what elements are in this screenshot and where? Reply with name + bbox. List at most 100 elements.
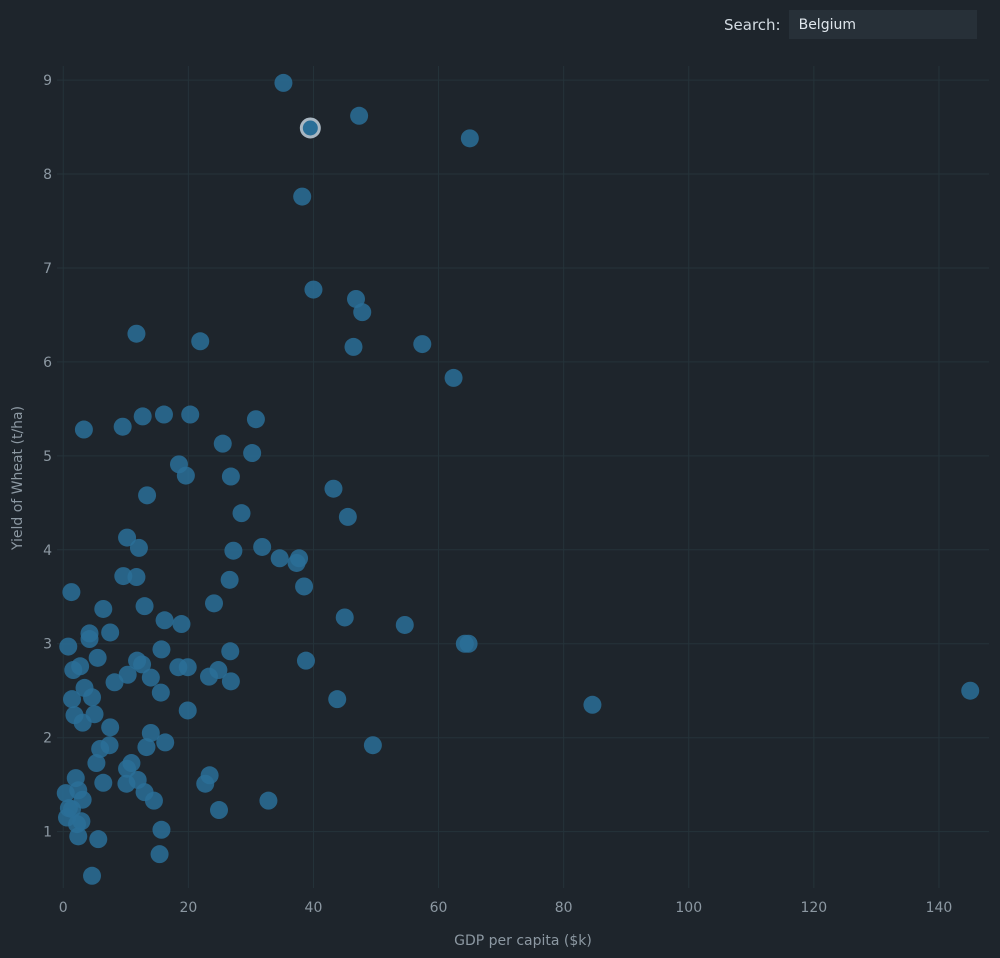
data-point bbox=[246, 410, 265, 429]
data-point bbox=[91, 739, 110, 758]
data-point bbox=[80, 630, 99, 649]
data-point bbox=[413, 335, 432, 354]
data-point bbox=[154, 405, 173, 424]
data-point bbox=[220, 570, 239, 589]
x-tick-label: 20 bbox=[179, 900, 197, 916]
x-axis-title: GDP per capita ($k) bbox=[454, 933, 592, 949]
data-point bbox=[151, 683, 170, 702]
data-point bbox=[178, 658, 197, 677]
data-point bbox=[118, 528, 137, 547]
data-point bbox=[324, 479, 343, 498]
x-tick-label: 140 bbox=[926, 900, 953, 916]
data-point bbox=[101, 718, 120, 737]
data-point bbox=[59, 637, 78, 656]
data-point bbox=[253, 537, 272, 556]
y-tick-label: 5 bbox=[43, 449, 52, 465]
data-point bbox=[69, 827, 88, 846]
data-point bbox=[335, 608, 354, 627]
data-point bbox=[243, 444, 262, 463]
data-point bbox=[127, 568, 146, 587]
data-point bbox=[172, 615, 191, 634]
data-point bbox=[350, 106, 369, 125]
data-point bbox=[133, 655, 152, 674]
data-point bbox=[56, 784, 75, 803]
x-tick-label: 0 bbox=[59, 900, 68, 916]
data-point bbox=[270, 549, 289, 568]
y-tick-label: 4 bbox=[43, 543, 52, 559]
data-point bbox=[71, 657, 90, 676]
data-point bbox=[87, 754, 106, 773]
data-point bbox=[105, 673, 124, 692]
data-point bbox=[88, 648, 107, 667]
data-point bbox=[363, 736, 382, 755]
data-point bbox=[73, 713, 92, 732]
data-point bbox=[144, 791, 163, 810]
data-point bbox=[196, 774, 215, 793]
y-axis-ticks: 1 2 3 4 5 6 7 8 9 bbox=[43, 73, 52, 841]
x-tick-label: 120 bbox=[800, 900, 827, 916]
data-point bbox=[135, 597, 154, 616]
data-point bbox=[304, 280, 323, 299]
y-tick-label: 3 bbox=[43, 637, 52, 653]
data-point bbox=[152, 820, 171, 839]
data-point bbox=[290, 549, 309, 568]
x-tick-label: 60 bbox=[430, 900, 448, 916]
data-point bbox=[63, 690, 82, 709]
data-point bbox=[62, 583, 81, 602]
data-point bbox=[344, 337, 363, 356]
data-point bbox=[232, 504, 251, 523]
data-point bbox=[395, 615, 414, 634]
data-point bbox=[213, 434, 232, 453]
data-points bbox=[56, 73, 980, 885]
data-point bbox=[156, 733, 175, 752]
y-tick-label: 8 bbox=[43, 167, 52, 183]
search-label: Search: bbox=[724, 15, 781, 34]
data-point bbox=[224, 541, 243, 560]
data-point bbox=[221, 642, 240, 661]
data-point bbox=[338, 507, 357, 526]
data-point bbox=[296, 651, 315, 670]
data-point bbox=[74, 420, 93, 439]
x-tick-label: 100 bbox=[675, 900, 702, 916]
y-tick-label: 1 bbox=[43, 825, 52, 841]
data-point bbox=[274, 73, 293, 92]
data-point bbox=[137, 738, 156, 757]
search-bar: Search: bbox=[724, 10, 977, 39]
data-point bbox=[127, 324, 146, 343]
data-point bbox=[444, 368, 463, 387]
x-axis-ticks: 0 20 40 60 80 100 120 140 bbox=[59, 900, 953, 916]
y-tick-label: 7 bbox=[43, 261, 52, 277]
data-point bbox=[210, 801, 229, 820]
data-point bbox=[141, 668, 160, 687]
data-point bbox=[583, 695, 602, 714]
data-point bbox=[191, 332, 210, 351]
data-point bbox=[117, 774, 136, 793]
data-point bbox=[113, 417, 132, 436]
y-tick-label: 9 bbox=[43, 73, 52, 89]
data-point bbox=[328, 690, 347, 709]
data-point bbox=[176, 466, 195, 485]
data-point bbox=[178, 701, 197, 720]
data-point bbox=[293, 187, 312, 206]
x-tick-label: 40 bbox=[305, 900, 323, 916]
y-tick-label: 6 bbox=[43, 355, 52, 371]
y-axis-title: Yield of Wheat (t/ha) bbox=[10, 406, 26, 551]
data-point bbox=[152, 640, 171, 659]
data-point bbox=[221, 672, 240, 691]
highlighted-point bbox=[299, 117, 321, 139]
data-point bbox=[138, 486, 157, 505]
data-point bbox=[961, 681, 980, 700]
search-input[interactable] bbox=[788, 10, 977, 39]
x-tick-label: 80 bbox=[555, 900, 573, 916]
data-point bbox=[83, 866, 102, 885]
data-point bbox=[460, 129, 479, 148]
data-point bbox=[150, 845, 169, 864]
data-point bbox=[89, 830, 108, 849]
data-point bbox=[259, 791, 278, 810]
data-point bbox=[83, 688, 102, 707]
data-point bbox=[155, 611, 174, 630]
data-point bbox=[94, 599, 113, 618]
data-point bbox=[133, 407, 152, 426]
data-point bbox=[209, 661, 228, 680]
